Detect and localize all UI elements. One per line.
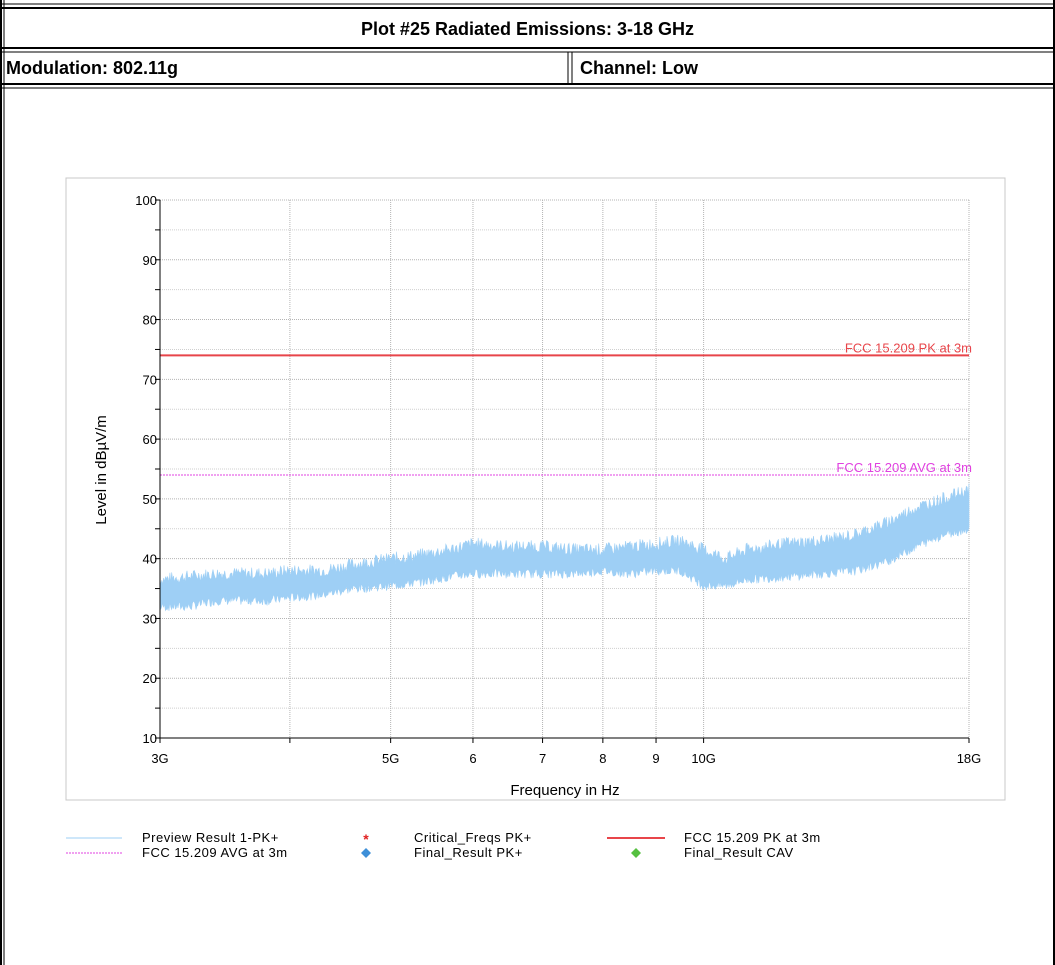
x-tick-label: 8 [599, 751, 606, 766]
modulation-label: Modulation: 802.11g [6, 57, 179, 78]
legend-label: Preview Result 1-PK+ [142, 830, 279, 845]
legend-label: FCC 15.209 AVG at 3m [142, 845, 288, 860]
y-tick-label: 100 [135, 193, 157, 208]
legend-label: FCC 15.209 PK at 3m [684, 830, 821, 845]
legend-swatch-diamond [361, 848, 371, 858]
pk-limit-label: FCC 15.209 PK at 3m [845, 340, 972, 355]
chart-ticks: 10 20 30 40 50 60 70 80 90 100 3G 5G 6 7 8 9 10G 18G [135, 193, 981, 766]
x-tick-label: 9 [652, 751, 659, 766]
limit-lines: FCC 15.209 PK at 3m FCC 15.209 AVG at 3m [160, 340, 972, 476]
y-tick-label: 90 [143, 253, 157, 268]
y-tick-label: 80 [143, 313, 157, 328]
y-tick-label: 30 [143, 611, 157, 626]
x-tick-label: 7 [539, 751, 546, 766]
y-tick-label: 40 [143, 552, 157, 567]
x-tick-label: 5G [382, 751, 399, 766]
preview-envelope [159, 483, 970, 612]
chart-panel [65, 177, 1006, 801]
y-tick-label: 60 [143, 432, 157, 447]
x-tick-label: 6 [469, 751, 476, 766]
legend-label: Final_Result CAV [684, 845, 794, 860]
x-tick-label: 10G [691, 751, 716, 766]
y-axis-label: Level in dBµV/m [93, 415, 110, 525]
y-tick-label: 50 [143, 492, 157, 507]
y-tick-label: 20 [143, 671, 157, 686]
x-tick-label: 18G [957, 751, 982, 766]
x-axis-label: Frequency in Hz [510, 782, 619, 799]
chart-legend: Preview Result 1-PK+ * Critical_Freqs PK+ F… [66, 830, 821, 860]
legend-label: Final_Result PK+ [414, 845, 523, 860]
y-tick-label: 10 [143, 731, 157, 746]
report-title: Plot #25 Radiated Emissions: 3-18 GHz [360, 18, 695, 39]
x-tick-label: 3G [151, 751, 168, 766]
channel-label: Channel: Low [580, 57, 698, 78]
legend-label: Critical_Freqs PK+ [414, 830, 532, 845]
legend-swatch-diamond [631, 848, 641, 858]
avg-limit-label: FCC 15.209 AVG at 3m [836, 460, 972, 475]
y-tick-label: 70 [143, 372, 157, 387]
legend-swatch-asterisk: * [363, 831, 369, 847]
preview-result-band [159, 483, 970, 612]
